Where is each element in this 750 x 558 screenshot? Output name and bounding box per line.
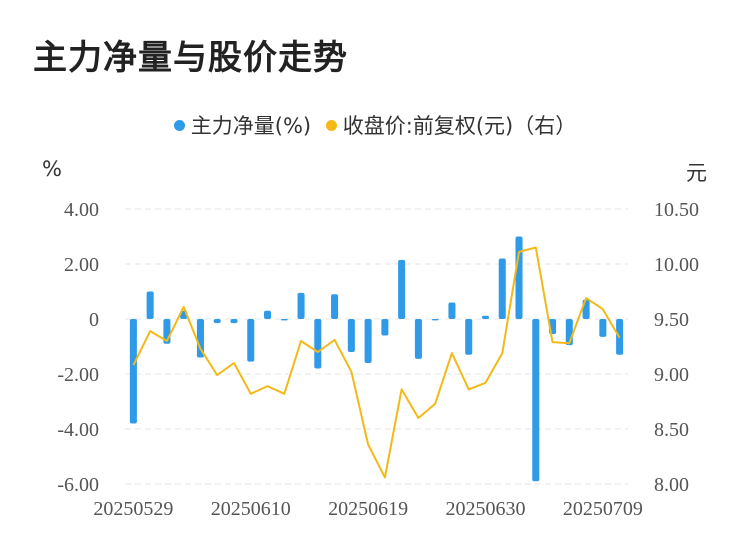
- y-left-tick-label: 0: [89, 309, 99, 331]
- legend-label-close-price: 收盘价:前复权(元)（右）: [342, 114, 577, 138]
- left-axis-unit: %: [42, 157, 62, 181]
- chart-legend: 主力净量(%) 收盘价:前复权(元)（右）: [0, 110, 750, 140]
- bar-net-flow: [280, 319, 288, 321]
- bar-net-flow: [465, 319, 473, 355]
- bar-net-flow: [347, 319, 355, 352]
- bar-net-flow: [515, 236, 523, 319]
- bar-net-flow: [230, 319, 238, 324]
- bar-net-flow: [532, 319, 540, 482]
- y-right-tick-label: 9.50: [654, 309, 689, 331]
- bar-net-flow: [414, 319, 422, 359]
- y-right-tick-label: 8.50: [654, 419, 689, 441]
- x-tick-label: 20250610: [211, 498, 291, 520]
- y-left-tick-label: 4.00: [64, 199, 99, 221]
- x-tick-label: 20250619: [328, 498, 408, 520]
- bar-net-flow: [196, 319, 204, 358]
- bar-net-flow: [599, 319, 607, 337]
- bar-net-flow: [364, 319, 372, 363]
- x-tick-label: 20250529: [93, 498, 173, 520]
- bar-net-flow: [314, 319, 322, 369]
- legend-item-close-price[interactable]: 收盘价:前复权(元)（右）: [325, 110, 577, 140]
- bar-net-flow: [481, 315, 490, 319]
- bar-net-flow: [331, 294, 339, 319]
- y-left-tick-label: -6.00: [57, 474, 99, 496]
- legend-dot-bar: [173, 119, 185, 131]
- bar-net-flow: [213, 319, 221, 324]
- y-left-tick-label: -4.00: [57, 419, 99, 441]
- line-close-price: [132, 246, 621, 479]
- y-right-tick-label: 10.50: [654, 199, 699, 221]
- bar-net-flow: [498, 258, 506, 319]
- bar-net-flow: [263, 310, 272, 319]
- y-right-tick-label: 8.00: [654, 474, 689, 496]
- x-tick-label: 20250630: [445, 498, 525, 520]
- bar-net-flow: [431, 319, 439, 321]
- bar-net-flow: [129, 319, 137, 424]
- y-left-tick-label: 2.00: [64, 254, 99, 276]
- bar-net-flow: [247, 319, 255, 362]
- bar-net-flow: [297, 292, 305, 319]
- bar-net-flow: [398, 259, 406, 319]
- y-right-tick-label: 10.00: [654, 254, 699, 276]
- legend-label-net-flow: 主力净量(%): [190, 114, 312, 138]
- y-right-tick-label: 9.00: [654, 364, 689, 386]
- bar-net-flow: [448, 302, 456, 319]
- x-tick-label: 20250709: [563, 498, 643, 520]
- legend-item-net-flow[interactable]: 主力净量(%): [173, 110, 312, 140]
- bar-net-flow: [381, 319, 389, 336]
- y-left-tick-label: -2.00: [57, 364, 99, 386]
- right-axis-unit: 元: [686, 161, 707, 185]
- bar-net-flow: [146, 291, 154, 319]
- chart-title: 主力净量与股价走势: [33, 38, 348, 78]
- legend-dot-line: [325, 119, 337, 131]
